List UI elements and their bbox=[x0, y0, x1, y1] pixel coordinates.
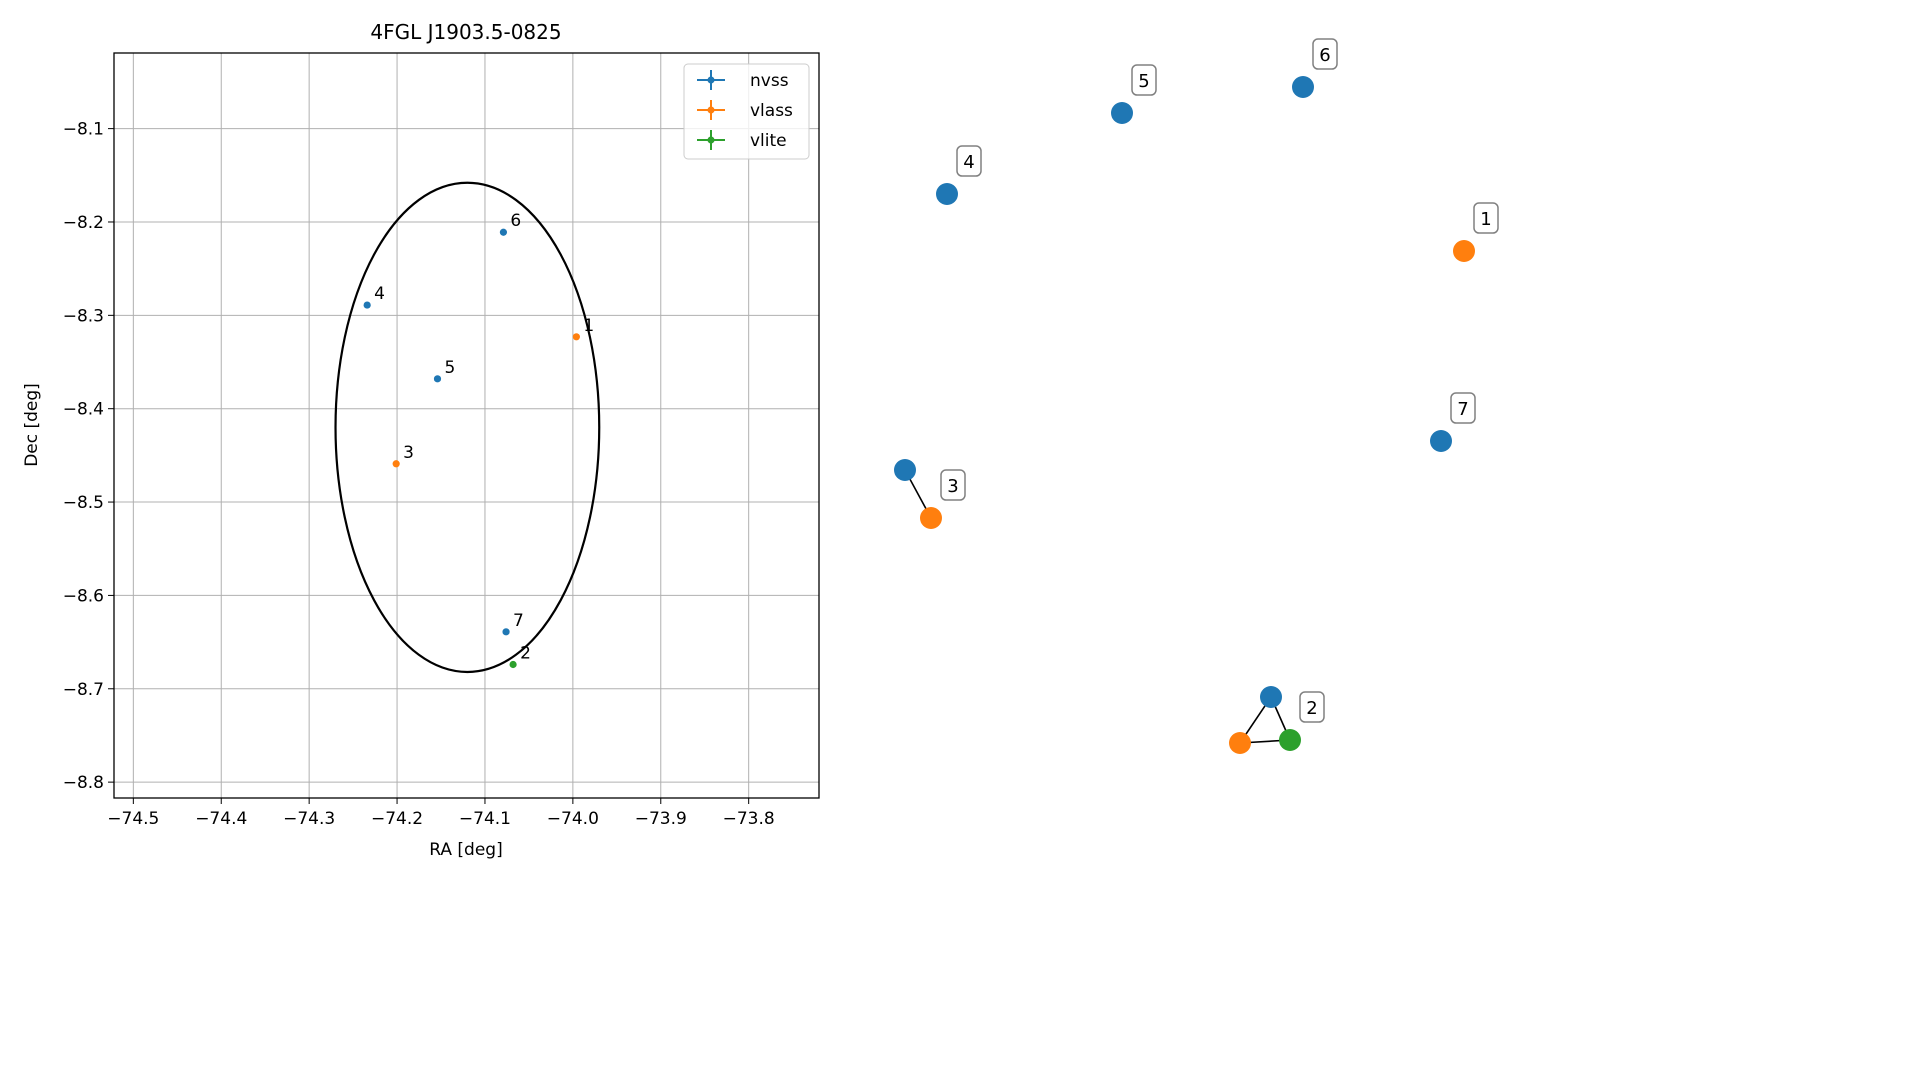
network-node-vlass bbox=[920, 507, 942, 529]
network-node-label: 2 bbox=[1306, 698, 1317, 719]
x-tick-label: −73.8 bbox=[723, 809, 775, 829]
error-ellipse-layer bbox=[334, 181, 601, 674]
x-tick-label: −74.0 bbox=[547, 809, 599, 829]
x-tick-label: −74.5 bbox=[107, 809, 159, 829]
point-label: 3 bbox=[403, 443, 414, 463]
network-node-nvss bbox=[1292, 76, 1314, 98]
data-point-nvss bbox=[499, 228, 508, 236]
point-label: 1 bbox=[583, 316, 594, 336]
network-node-nvss bbox=[1430, 430, 1452, 452]
legend-label-vlite: vlite bbox=[750, 131, 787, 151]
legend-marker-vlass bbox=[707, 106, 715, 114]
error-ellipse bbox=[334, 181, 601, 674]
network-node-nvss bbox=[1111, 102, 1133, 124]
network-label-box bbox=[1473, 202, 1499, 234]
network-graph-panel: 4 5 6 1 7 3 2 bbox=[894, 38, 1499, 754]
plot-frame bbox=[113, 52, 820, 799]
data-point-nvss bbox=[502, 628, 510, 636]
network-label-box bbox=[956, 145, 982, 177]
y-tick-label: −8.1 bbox=[63, 120, 104, 140]
data-point-vlite bbox=[509, 660, 517, 669]
network-label-box bbox=[1312, 38, 1338, 70]
data-point-vlass bbox=[392, 460, 400, 468]
point-label: 7 bbox=[513, 611, 524, 631]
network-labels: 4 5 6 1 7 3 2 bbox=[940, 38, 1499, 723]
legend: nvss vlass vlite bbox=[683, 63, 810, 160]
point-label: 6 bbox=[510, 211, 521, 231]
x-axis-label: RA [deg] bbox=[429, 840, 502, 860]
axis-ticks: −74.5 −74.4 −74.3 −74.2 −74.1 −74.0 −73.9 −73.8… bbox=[63, 120, 775, 829]
y-tick-label: −8.3 bbox=[63, 306, 104, 326]
network-label-box bbox=[940, 469, 966, 501]
point-label: 4 bbox=[374, 284, 385, 304]
data-point-nvss bbox=[433, 375, 442, 383]
x-tick-label: −74.2 bbox=[371, 809, 423, 829]
x-tick-label: −73.9 bbox=[635, 809, 687, 829]
x-tick-label: −74.1 bbox=[459, 809, 511, 829]
network-node-nvss bbox=[894, 459, 916, 481]
data-point-vlass bbox=[572, 333, 580, 341]
network-node-label: 7 bbox=[1457, 399, 1468, 420]
network-label-box bbox=[1450, 392, 1476, 424]
y-tick-label: −8.4 bbox=[63, 400, 104, 420]
point-label: 5 bbox=[444, 358, 455, 378]
network-label-box bbox=[1299, 691, 1325, 723]
network-node-label: 1 bbox=[1480, 209, 1491, 230]
legend-marker-vlite bbox=[707, 136, 715, 144]
x-tick-label: −74.4 bbox=[195, 809, 247, 829]
y-tick-label: −8.6 bbox=[63, 586, 104, 606]
network-node-nvss bbox=[936, 183, 958, 205]
legend-marker-nvss bbox=[707, 76, 715, 84]
legend-label-vlass: vlass bbox=[750, 101, 793, 121]
point-label: 2 bbox=[520, 643, 531, 663]
network-node-vlass bbox=[1453, 240, 1475, 262]
x-tick-label: −74.3 bbox=[283, 809, 335, 829]
y-tick-label: −8.2 bbox=[63, 213, 104, 233]
chart-title: 4FGL J1903.5-0825 bbox=[370, 20, 561, 44]
network-node-vlass bbox=[1229, 732, 1251, 754]
network-node-label: 6 bbox=[1319, 45, 1330, 66]
network-node-label: 5 bbox=[1138, 71, 1149, 92]
network-label-box bbox=[1131, 64, 1157, 96]
network-node-vlite bbox=[1279, 729, 1301, 751]
y-tick-label: −8.7 bbox=[63, 680, 104, 700]
y-tick-label: −8.5 bbox=[63, 493, 104, 513]
legend-label-nvss: nvss bbox=[750, 71, 789, 91]
data-points-layer: 4 5 6 7 1 3 2 bbox=[363, 211, 594, 669]
network-node-label: 3 bbox=[947, 476, 958, 497]
data-point-nvss bbox=[363, 301, 371, 309]
legend-box bbox=[683, 63, 810, 160]
grid-lines bbox=[114, 53, 819, 798]
network-nodes bbox=[894, 76, 1475, 754]
network-edges bbox=[904, 469, 1291, 744]
network-node-nvss bbox=[1260, 686, 1282, 708]
y-tick-label: −8.8 bbox=[63, 773, 104, 793]
y-axis-label: Dec [deg] bbox=[22, 383, 42, 467]
network-node-label: 4 bbox=[963, 152, 974, 173]
